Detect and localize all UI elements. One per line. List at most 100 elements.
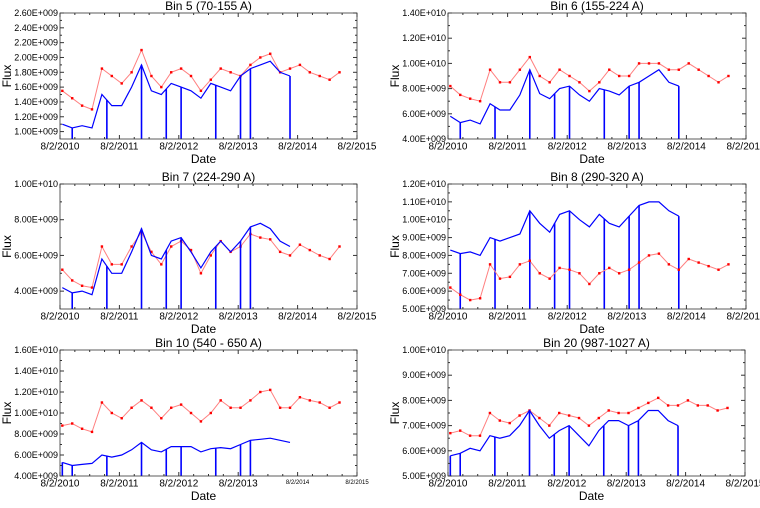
data-point xyxy=(478,297,482,300)
data-point xyxy=(100,245,104,248)
x-axis-label: Date xyxy=(191,489,217,503)
blue-series xyxy=(449,68,680,139)
data-point xyxy=(209,254,213,257)
y-tick-label: 2.60E+009 xyxy=(14,8,58,18)
data-point xyxy=(548,81,551,84)
data-point xyxy=(449,431,452,435)
y-tick-label: 4.00E+009 xyxy=(402,134,446,144)
data-point xyxy=(528,55,531,59)
data-point xyxy=(318,401,321,404)
chart-title: Bin 8 (290-320 A) xyxy=(550,170,643,184)
x-tick-label: 8/2/2011 xyxy=(100,312,139,323)
x-tick-label: 8/2/2010 xyxy=(41,142,80,153)
red-series xyxy=(449,55,730,103)
data-point xyxy=(697,261,700,264)
data-point xyxy=(80,427,84,430)
x-tick-label: 8/2/2012 xyxy=(547,479,586,490)
data-point xyxy=(449,84,452,88)
x-axis-label: Date xyxy=(579,489,605,503)
data-point xyxy=(170,245,173,248)
data-point xyxy=(80,104,84,107)
data-point xyxy=(677,68,680,71)
data-point xyxy=(288,406,292,409)
x-tick-label: 8/2/2010 xyxy=(429,312,468,323)
plot-frame xyxy=(59,12,358,140)
data-point xyxy=(667,263,671,266)
plot-area xyxy=(449,396,729,476)
data-point xyxy=(61,268,64,271)
x-tick-label: 8/2/2014 xyxy=(667,312,706,323)
chart-panel: 4.00E+009 6.00E+009 8.00E+009 1.00E+010 1.20… xyxy=(0,336,369,503)
data-point xyxy=(130,406,133,409)
y-tick-label: 6.00E+009 xyxy=(14,450,58,460)
data-point xyxy=(488,68,492,71)
data-point xyxy=(666,404,670,407)
data-point xyxy=(209,411,213,415)
y-tick-label: 1.00E+010 xyxy=(14,179,58,189)
data-point xyxy=(269,52,272,55)
data-point xyxy=(110,74,114,78)
y-tick-label: 1.10E+010 xyxy=(402,197,446,207)
y-tick-label: 7.00E+009 xyxy=(402,421,446,431)
blue-series xyxy=(449,409,679,476)
plot-area xyxy=(61,222,341,309)
data-point xyxy=(239,406,242,409)
data-point xyxy=(647,401,650,405)
data-point xyxy=(488,263,492,266)
data-point xyxy=(199,272,203,275)
data-point xyxy=(568,268,571,271)
chart-title: Bin 20 (987-1027 A) xyxy=(543,336,650,350)
series-line xyxy=(62,60,291,129)
y-tick-label: 2.40E+009 xyxy=(14,23,58,33)
blue-series xyxy=(450,201,680,309)
data-point xyxy=(459,429,462,432)
blue-series xyxy=(62,222,291,309)
x-tick-label: 8/2/2015 xyxy=(338,142,377,153)
data-point xyxy=(259,390,262,394)
x-axis-label: Date xyxy=(579,152,605,166)
data-point xyxy=(657,252,661,255)
x-tick-label: 8/2/2014 xyxy=(278,142,317,153)
x-tick-label: 8/2/2013 xyxy=(607,312,646,323)
data-point xyxy=(338,71,341,74)
data-point xyxy=(627,268,631,271)
data-point xyxy=(130,245,133,248)
data-point xyxy=(100,67,104,70)
y-tick-label: 8.00E+009 xyxy=(14,215,58,225)
y-tick-label: 8.00E+009 xyxy=(402,250,446,260)
data-point xyxy=(170,71,173,74)
data-point xyxy=(278,406,282,409)
y-tick-label: 6.00E+009 xyxy=(14,250,58,260)
y-tick-label: 2.00E+009 xyxy=(14,52,58,62)
data-point xyxy=(298,243,302,246)
data-point xyxy=(706,404,709,407)
data-point xyxy=(518,263,522,266)
data-point xyxy=(588,282,591,286)
data-point xyxy=(130,71,133,74)
data-point xyxy=(308,248,312,252)
data-point xyxy=(468,434,472,437)
data-point xyxy=(71,97,74,100)
plot-area xyxy=(449,55,730,139)
chart-title: Bin 10 (540 - 650 A) xyxy=(155,336,262,350)
y-tick-label: 6.00E+009 xyxy=(402,109,446,119)
x-tick-label: 8/2/2015 xyxy=(345,480,369,486)
data-point xyxy=(508,421,511,425)
data-point xyxy=(716,409,719,412)
data-point xyxy=(518,414,521,417)
plot-frame xyxy=(447,183,747,310)
y-tick-label: 1.20E+010 xyxy=(14,387,58,397)
y-tick-label: 1.20E+010 xyxy=(402,179,446,189)
chart-panel: 4.00E+009 6.00E+009 8.00E+009 1.00E+010 8/2/… xyxy=(0,170,377,336)
data-point xyxy=(328,78,331,81)
data-point xyxy=(150,74,153,78)
data-point xyxy=(219,67,222,70)
x-tick-label: 8/2/2014 xyxy=(666,479,705,490)
plot-frame xyxy=(447,12,747,140)
y-tick-label: 9.00E+009 xyxy=(402,233,446,243)
y-tick-label: 5.00E+009 xyxy=(402,471,446,481)
data-point xyxy=(578,272,581,275)
chart-panel: 5.00E+009 6.00E+009 7.00E+009 8.00E+009 9.00… xyxy=(388,336,760,503)
data-point xyxy=(627,411,630,415)
x-tick-label: 8/2/2010 xyxy=(41,312,80,323)
